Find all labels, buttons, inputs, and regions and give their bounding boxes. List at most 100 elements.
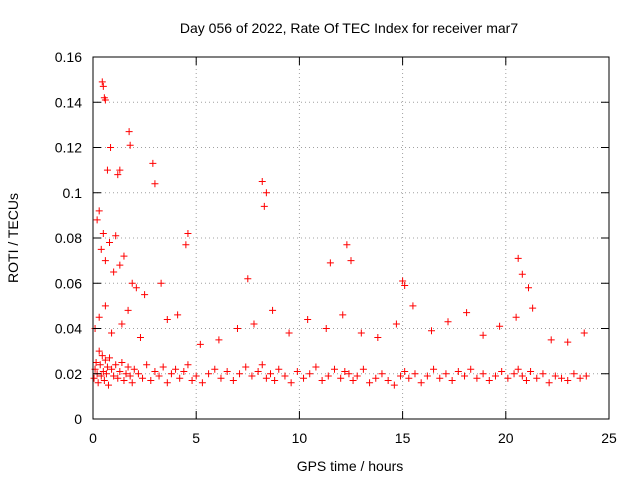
data-point [374, 334, 382, 342]
data-point [318, 377, 326, 385]
data-point [120, 252, 128, 260]
data-point [401, 367, 409, 375]
data-point [159, 363, 167, 371]
data-point [582, 372, 590, 380]
data-point [215, 336, 223, 344]
data-point [101, 302, 109, 310]
data-point [262, 189, 270, 197]
data-point [196, 340, 204, 348]
data-point [128, 279, 136, 287]
data-point [101, 257, 109, 265]
data-point [547, 336, 555, 344]
data-point [107, 144, 115, 151]
data-point [392, 320, 400, 328]
data-point [98, 352, 106, 360]
y-tick-label: 0 [74, 411, 82, 427]
data-point [405, 374, 413, 382]
data-point [114, 171, 122, 179]
data-point [527, 367, 535, 375]
data-point [250, 320, 258, 328]
data-point [108, 329, 116, 337]
data-point [122, 370, 130, 378]
data-point [95, 313, 103, 321]
data-point [570, 370, 578, 378]
data-point [258, 177, 266, 185]
data-point [130, 365, 138, 373]
data-point [229, 377, 237, 385]
data-point [345, 370, 353, 378]
data-point [347, 257, 355, 265]
x-tick-label: 25 [601, 430, 617, 446]
data-point [95, 347, 103, 355]
data-point [525, 284, 533, 292]
y-tick-label: 0.02 [55, 366, 82, 382]
data-point [116, 166, 124, 174]
data-point [485, 377, 493, 385]
data-point [110, 268, 118, 276]
data-point [184, 229, 192, 237]
data-point [132, 284, 140, 292]
data-point [101, 96, 109, 104]
data-point [149, 159, 157, 167]
data-point [118, 358, 126, 366]
data-point [98, 78, 106, 86]
data-point [498, 367, 506, 375]
data-point [114, 374, 122, 382]
data-point [399, 277, 407, 285]
data-point [116, 367, 124, 375]
data-point [285, 329, 293, 337]
data-point [151, 367, 159, 375]
data-point [260, 202, 268, 210]
data-point [97, 245, 105, 253]
data-point [92, 358, 100, 366]
data-point [479, 331, 487, 339]
data-point [97, 372, 105, 380]
data-point [304, 315, 312, 323]
data-point [514, 254, 522, 262]
data-point [198, 379, 206, 387]
data-point [533, 374, 541, 382]
y-axis-label: ROTI / TECUs [5, 193, 21, 283]
data-point [339, 311, 347, 319]
data-point [262, 374, 270, 382]
data-point [167, 370, 175, 378]
data-point [182, 241, 190, 249]
x-tick-label: 10 [292, 430, 308, 446]
data-point [99, 229, 107, 237]
data-point [267, 370, 275, 378]
data-point [141, 291, 149, 299]
data-point [423, 372, 431, 380]
y-tick-label: 0.04 [55, 321, 82, 337]
data-point [518, 372, 526, 380]
data-point [510, 370, 518, 378]
y-tick-label: 0.06 [55, 275, 82, 291]
data-point [300, 374, 308, 382]
grid-lines [93, 57, 609, 419]
data-point [118, 320, 126, 328]
data-point [281, 372, 289, 380]
data-point [242, 363, 250, 371]
data-point [93, 216, 101, 224]
data-point [473, 374, 481, 382]
data-point [580, 329, 588, 337]
data-point [124, 306, 132, 314]
data-point [124, 363, 132, 371]
data-point [192, 372, 200, 380]
data-point [223, 367, 231, 375]
data-point [147, 377, 155, 385]
y-tick-label: 0.1 [63, 185, 83, 201]
data-point [163, 315, 171, 323]
data-point [136, 334, 144, 342]
y-tick-label: 0.14 [55, 94, 82, 110]
data-point [518, 270, 526, 278]
data-point [357, 329, 365, 337]
x-tick-label: 15 [395, 430, 411, 446]
data-point [322, 325, 330, 332]
data-point [522, 377, 530, 385]
data-point [390, 381, 398, 389]
data-point [479, 370, 487, 378]
data-point [108, 365, 116, 373]
data-point [244, 275, 252, 283]
x-axis-ticks: 0 5 10 15 20 25 [89, 57, 617, 446]
data-point [271, 377, 279, 385]
